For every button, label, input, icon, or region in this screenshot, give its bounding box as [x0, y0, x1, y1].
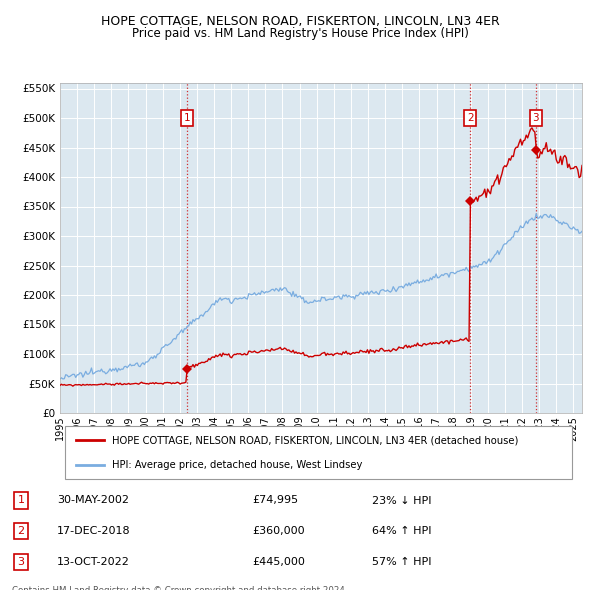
Text: Contains HM Land Registry data © Crown copyright and database right 2024.
This d: Contains HM Land Registry data © Crown c… — [12, 586, 347, 590]
Text: 2: 2 — [467, 113, 473, 123]
Text: £360,000: £360,000 — [252, 526, 305, 536]
Text: HOPE COTTAGE, NELSON ROAD, FISKERTON, LINCOLN, LN3 4ER: HOPE COTTAGE, NELSON ROAD, FISKERTON, LI… — [101, 15, 499, 28]
Text: 13-OCT-2022: 13-OCT-2022 — [57, 556, 130, 566]
Text: 3: 3 — [532, 113, 539, 123]
FancyBboxPatch shape — [65, 427, 572, 478]
Text: £445,000: £445,000 — [252, 556, 305, 566]
Text: 23% ↓ HPI: 23% ↓ HPI — [372, 496, 431, 506]
Text: 64% ↑ HPI: 64% ↑ HPI — [372, 526, 431, 536]
Text: 3: 3 — [17, 556, 25, 566]
Text: Price paid vs. HM Land Registry's House Price Index (HPI): Price paid vs. HM Land Registry's House … — [131, 27, 469, 40]
Text: 1: 1 — [17, 496, 25, 506]
Text: 57% ↑ HPI: 57% ↑ HPI — [372, 556, 431, 566]
Text: 17-DEC-2018: 17-DEC-2018 — [57, 526, 131, 536]
Text: HPI: Average price, detached house, West Lindsey: HPI: Average price, detached house, West… — [112, 460, 362, 470]
Text: £74,995: £74,995 — [252, 496, 298, 506]
Text: HOPE COTTAGE, NELSON ROAD, FISKERTON, LINCOLN, LN3 4ER (detached house): HOPE COTTAGE, NELSON ROAD, FISKERTON, LI… — [112, 435, 518, 445]
Text: 30-MAY-2002: 30-MAY-2002 — [57, 496, 129, 506]
Text: 1: 1 — [184, 113, 190, 123]
Text: 2: 2 — [17, 526, 25, 536]
